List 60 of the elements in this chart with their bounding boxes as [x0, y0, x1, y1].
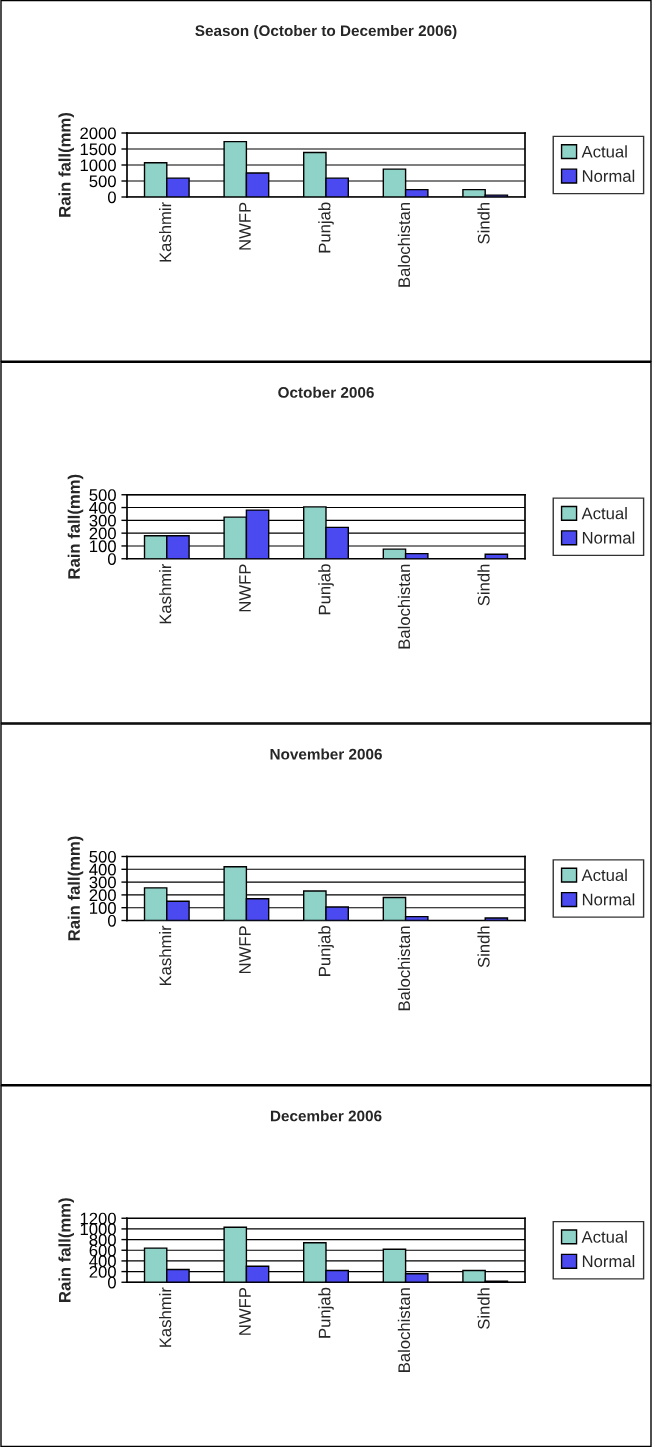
- y-tick-label: 200: [89, 527, 116, 540]
- y-tick-label: 300: [89, 514, 116, 527]
- chart-title: November 2006: [270, 748, 382, 760]
- legend-label: Actual: [581, 145, 627, 158]
- y-tick-label: 1000: [80, 159, 116, 172]
- legend-label: Normal: [582, 531, 635, 544]
- bar: [484, 917, 509, 921]
- y-tick-label: 300: [89, 876, 116, 889]
- y-tick-label: 0: [107, 553, 116, 565]
- chart-title: Season (October to December 2006): [195, 24, 457, 40]
- x-tick-label: Balochistan: [397, 926, 411, 1011]
- y-tick-label: 200: [89, 889, 116, 902]
- x-tick-label: NWFP: [239, 202, 251, 250]
- y-tick-label: 500: [89, 175, 116, 188]
- y-tick-label: 400: [89, 1255, 116, 1268]
- legend-label: Normal: [582, 893, 635, 906]
- y-tick-label: 1500: [80, 143, 116, 156]
- chart-title: October 2006: [278, 386, 374, 398]
- y-tick-label: 100: [90, 902, 116, 914]
- y-tick-label: 800: [89, 1233, 116, 1246]
- y-tick-label: 0: [107, 191, 116, 204]
- x-tick-label: Balochistan: [397, 1288, 411, 1372]
- legend-label: Actual: [581, 507, 627, 520]
- y-tick-label: 200: [89, 1265, 116, 1278]
- legend-label: Normal: [582, 1255, 635, 1268]
- x-tick-label: NWFP: [239, 1287, 251, 1335]
- legend-label: Actual: [581, 868, 627, 882]
- legend-label: Actual: [581, 1230, 627, 1243]
- x-tick-label: Kashmir: [159, 925, 172, 986]
- x-tick-label: Sindh: [477, 926, 490, 968]
- x-tick-label: Kashmir: [159, 1287, 172, 1347]
- x-tick-label: NWFP: [239, 926, 251, 974]
- y-axis-title: Rain fall(mm): [58, 1198, 74, 1302]
- y-tick-label: 600: [89, 1244, 116, 1257]
- x-tick-label: NWFP: [239, 564, 251, 612]
- x-tick-label: Sindh: [477, 564, 490, 606]
- x-tick-label: Sindh: [477, 202, 490, 244]
- legend-label: Normal: [582, 169, 635, 182]
- x-tick-label: Punjab: [318, 926, 334, 976]
- x-tick-label: Kashmir: [159, 202, 172, 262]
- y-axis-title: Rain fall(mm): [67, 474, 84, 579]
- x-tick-label: Punjab: [318, 1287, 334, 1338]
- x-tick-label: Kashmir: [159, 563, 172, 624]
- y-axis-title: Rain fall(mm): [67, 836, 84, 941]
- y-tick-label: 1200: [80, 1212, 116, 1225]
- y-tick-label: 2000: [80, 127, 116, 140]
- y-tick-label: 0: [107, 1276, 116, 1289]
- x-tick-label: Balochistan: [397, 202, 411, 287]
- x-tick-label: Punjab: [318, 202, 334, 253]
- x-tick-label: Sindh: [477, 1288, 490, 1329]
- y-tick-label: 500: [89, 489, 116, 501]
- y-axis-title: Rain fall(mm): [58, 113, 74, 217]
- y-tick-label: 100: [90, 540, 116, 553]
- x-tick-label: Balochistan: [397, 564, 411, 649]
- y-tick-label: 400: [89, 863, 116, 876]
- x-tick-label: Punjab: [318, 564, 334, 615]
- y-tick-label: 0: [107, 914, 116, 927]
- y-tick-label: 400: [89, 501, 116, 514]
- y-tick-label: 500: [89, 850, 116, 863]
- chart-title: December 2006: [270, 1110, 382, 1122]
